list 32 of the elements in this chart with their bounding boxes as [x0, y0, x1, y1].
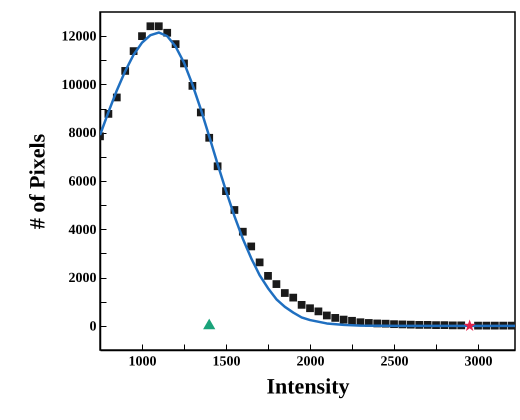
point — [272, 280, 280, 288]
point — [154, 22, 163, 30]
point — [146, 22, 154, 30]
point — [348, 316, 356, 325]
point — [138, 32, 146, 40]
point — [247, 242, 256, 250]
point — [280, 289, 289, 297]
point — [464, 320, 476, 331]
y-tick-label: 8000 — [68, 126, 96, 142]
x-tick-label: 3000 — [464, 354, 493, 370]
point — [264, 272, 272, 280]
y-axis-title: # of Pixels — [24, 133, 50, 230]
y-tick-label: 4000 — [68, 222, 96, 238]
y-tick-label: 10000 — [62, 78, 96, 93]
point — [289, 294, 298, 302]
x-tick-label: 2000 — [296, 354, 325, 370]
point — [331, 314, 340, 322]
y-tick-label: 6000 — [68, 174, 96, 190]
y-tick-label: 2000 — [68, 271, 96, 286]
point — [306, 304, 314, 312]
point — [298, 300, 306, 309]
y-tick-label: 12000 — [62, 30, 96, 45]
x-tick-label: 2500 — [380, 354, 409, 370]
point — [314, 308, 322, 316]
point — [203, 318, 216, 330]
point — [256, 258, 264, 266]
x-tick-label: 1500 — [212, 354, 241, 370]
x-axis-title: Intensity — [266, 374, 350, 398]
y-tick-label: 0 — [90, 319, 96, 334]
x-tick-label: 1000 — [128, 354, 157, 370]
point — [340, 316, 348, 324]
point — [322, 312, 331, 320]
